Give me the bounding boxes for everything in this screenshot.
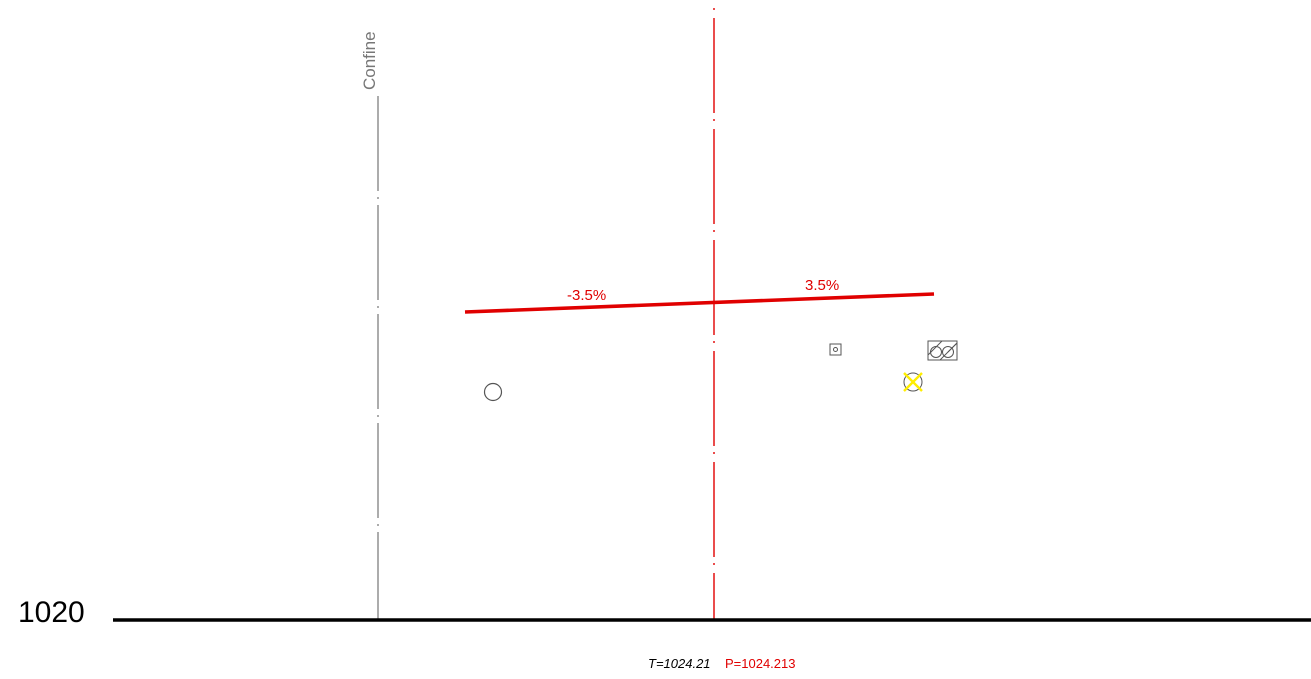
- terrain-elevation-label: T=1024.21: [648, 656, 711, 671]
- slope-right-label: 3.5%: [805, 277, 839, 294]
- project-elevation-label: P=1024.213: [725, 656, 795, 671]
- slope-left-label: -3.5%: [567, 287, 606, 304]
- double-pipe-hatched-symbol: [927, 340, 958, 361]
- manhole-circle-symbol: [483, 382, 503, 402]
- boundary-label: Confine: [360, 31, 379, 90]
- small-square-node-symbol: [829, 343, 842, 356]
- slope-line: [464, 292, 935, 314]
- crossed-circle-yellow-symbol: [903, 372, 923, 392]
- datum-label: 1020: [18, 596, 85, 629]
